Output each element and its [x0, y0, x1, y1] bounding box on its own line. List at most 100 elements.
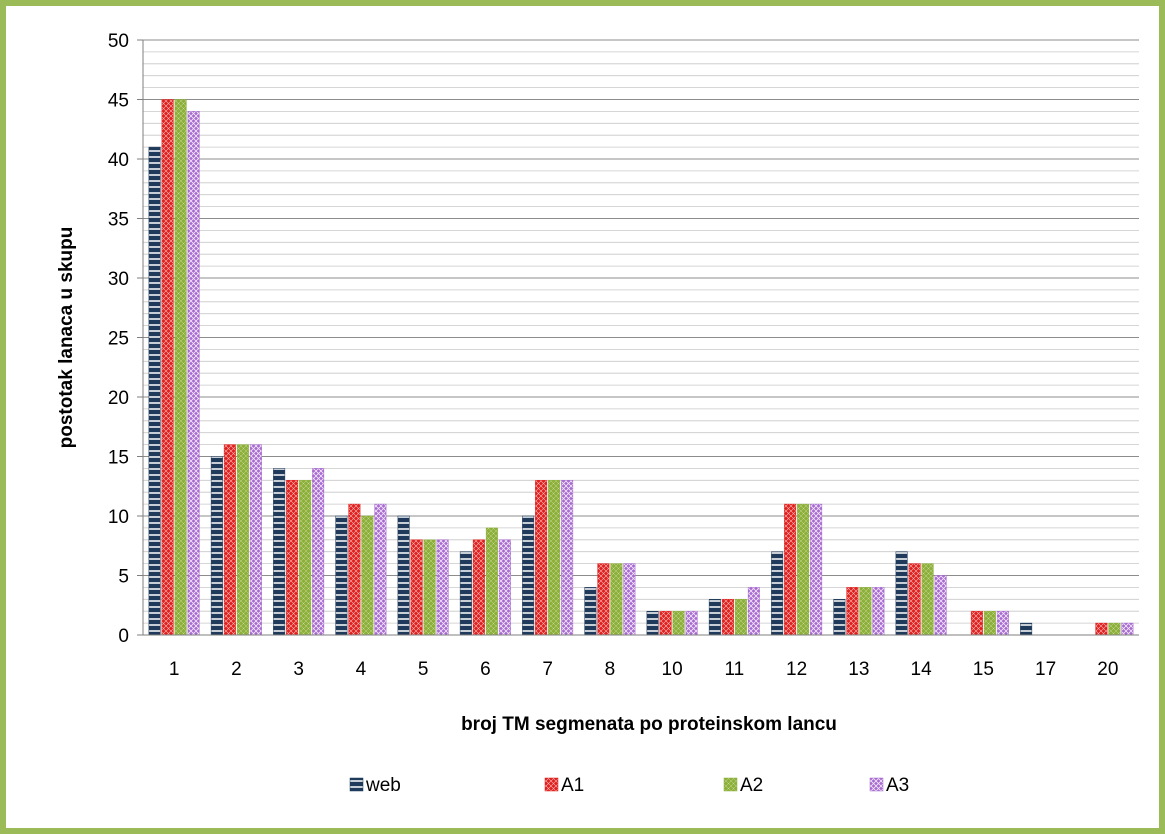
x-tick-label: 12 [786, 659, 807, 680]
bar-a3-5 [436, 539, 449, 636]
bars [148, 99, 1134, 636]
bar-web-13 [833, 599, 846, 636]
bar-a1-6 [472, 539, 485, 636]
y-tick-label: 10 [108, 507, 129, 528]
x-tick-label: 3 [293, 659, 304, 680]
bar-a1-5 [410, 539, 423, 636]
bar-a3-3 [312, 468, 325, 636]
x-tick-label: 20 [1097, 659, 1118, 680]
bar-a2-11 [734, 599, 747, 636]
bar-a3-13 [872, 587, 885, 636]
legend-swatch-a3 [869, 777, 884, 792]
bar-a2-15 [983, 610, 996, 636]
bar-a3-6 [498, 539, 511, 636]
x-axis-ticks: 1 2 3 4 5 6 7 8 10 11 12 13 14 15 17 20 [169, 659, 1119, 680]
bar-a2-12 [797, 503, 810, 636]
y-axis-title: postotak lanaca u skupu [56, 227, 77, 449]
bar-a2-14 [921, 563, 934, 636]
x-tick-label: 11 [725, 659, 745, 680]
bar-a1-11 [721, 599, 734, 636]
bar-a2-10 [672, 610, 685, 636]
y-tick-label: 50 [108, 31, 129, 52]
bar-a3-10 [685, 610, 698, 636]
bar-a1-2 [223, 444, 236, 636]
bar-a1-1 [161, 99, 174, 636]
bar-a2-1 [174, 99, 187, 636]
bar-a3-1 [187, 111, 200, 636]
legend-label-web: web [365, 775, 401, 796]
y-tick-label: 0 [118, 626, 129, 647]
bar-a1-4 [348, 503, 361, 636]
y-tick-label: 30 [108, 269, 129, 290]
legend-label-a3: A3 [886, 775, 909, 796]
x-tick-label: 14 [911, 659, 933, 680]
bar-web-7 [522, 515, 535, 636]
bar-a1-7 [535, 480, 548, 636]
legend-swatch-web [349, 777, 364, 792]
x-tick-label: 8 [605, 659, 616, 680]
x-tick-label: 1 [169, 659, 180, 680]
bar-web-11 [708, 599, 721, 636]
bar-web-1 [148, 146, 161, 636]
x-tick-label: 5 [418, 659, 429, 680]
bar-a1-3 [286, 480, 299, 636]
bar-web-5 [397, 515, 410, 636]
bar-a2-8 [610, 563, 623, 636]
bar-web-12 [771, 551, 784, 636]
bar-a2-5 [423, 539, 436, 636]
bar-web-17 [1020, 622, 1033, 636]
y-tick-label: 5 [118, 567, 129, 588]
bar-a2-6 [485, 527, 498, 636]
y-tick-label: 20 [108, 388, 129, 409]
bar-a3-4 [374, 503, 387, 636]
legend-label-a1: A1 [561, 775, 584, 796]
bar-a2-2 [236, 444, 249, 636]
x-tick-label: 15 [973, 659, 994, 680]
bar-a1-12 [784, 503, 797, 636]
bar-a3-7 [561, 480, 574, 636]
x-tick-label: 6 [480, 659, 491, 680]
x-tick-label: 4 [356, 659, 367, 680]
x-tick-label: 2 [231, 659, 242, 680]
y-tick-label: 15 [108, 448, 129, 469]
bar-a1-14 [908, 563, 921, 636]
bar-a3-14 [934, 575, 947, 636]
bar-a1-13 [846, 587, 859, 636]
bar-a2-4 [361, 515, 374, 636]
bar-web-10 [646, 610, 659, 636]
bar-a3-15 [996, 610, 1009, 636]
x-tick-label: 10 [662, 659, 683, 680]
bar-web-8 [584, 587, 597, 636]
bar-a2-20 [1108, 622, 1121, 636]
bar-a1-10 [659, 610, 672, 636]
legend-swatch-a2 [723, 777, 738, 792]
y-axis-ticks: 0 5 10 15 20 25 30 35 40 45 50 [108, 31, 143, 647]
bar-a3-2 [249, 444, 262, 636]
bar-a2-3 [299, 480, 312, 636]
bar-a3-12 [810, 503, 823, 636]
y-tick-label: 35 [108, 210, 129, 231]
bar-web-3 [273, 468, 286, 636]
y-tick-label: 40 [108, 150, 129, 171]
bar-web-14 [895, 551, 908, 636]
bar-web-6 [459, 551, 472, 636]
x-tick-label: 13 [848, 659, 869, 680]
y-tick-label: 45 [108, 91, 129, 112]
bar-web-4 [335, 515, 348, 636]
bar-a2-7 [548, 480, 561, 636]
x-tick-label: 17 [1035, 659, 1056, 680]
legend-label-a2: A2 [740, 775, 763, 796]
legend: web A1 A2 A3 [349, 775, 909, 796]
bar-a3-11 [747, 587, 760, 636]
bar-a2-13 [859, 587, 872, 636]
bar-a1-15 [970, 610, 983, 636]
bar-a1-8 [597, 563, 610, 636]
y-tick-label: 25 [108, 329, 129, 350]
bar-web-2 [210, 456, 223, 636]
legend-swatch-a1 [544, 777, 559, 792]
bar-a3-20 [1121, 622, 1134, 636]
bar-a1-20 [1095, 622, 1108, 636]
x-tick-label: 7 [542, 659, 553, 680]
